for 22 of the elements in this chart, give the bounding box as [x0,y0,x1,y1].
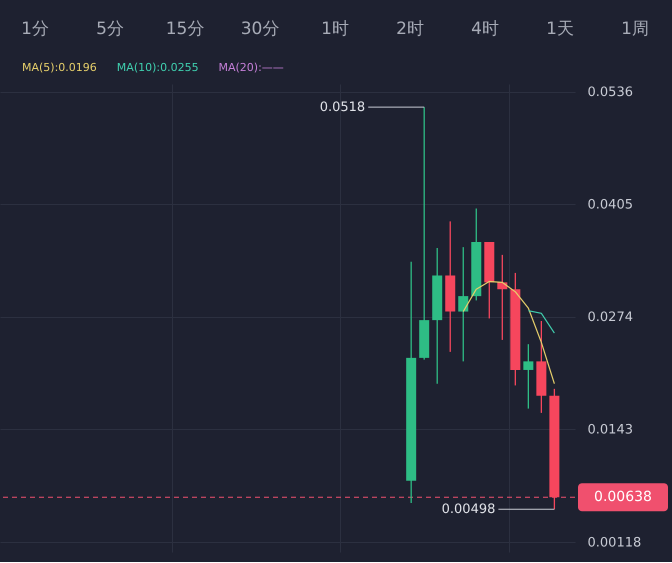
annotation: 0.00498 [442,502,496,518]
text: 2时 [396,19,424,39]
text: 30分 [240,19,280,39]
y-tick-label: 0.00118 [588,535,642,550]
y-tick-label: 0.0536 [588,85,633,100]
text: 1分 [21,19,49,39]
text: MA(5):0.0196 [22,61,97,74]
y-tick-label: 0.0405 [588,198,633,213]
candlestick [523,344,534,410]
y-tick-label: 0.0274 [588,310,633,326]
ref-line-label: 0.00638 [594,489,652,506]
text: 1周 [621,19,649,39]
text: 15分 [166,19,204,39]
candlestick [458,246,468,362]
legend-label: MA(20):—— [218,61,284,74]
y-tick-label: 0.0143 [588,422,633,438]
text: 1时 [321,19,349,39]
text: 1天 [546,19,574,39]
text: 0.0518 [320,100,366,116]
text: 4时 [471,19,499,39]
text: MA(10):0.0255 [116,61,199,74]
text: 5分 [96,19,124,39]
